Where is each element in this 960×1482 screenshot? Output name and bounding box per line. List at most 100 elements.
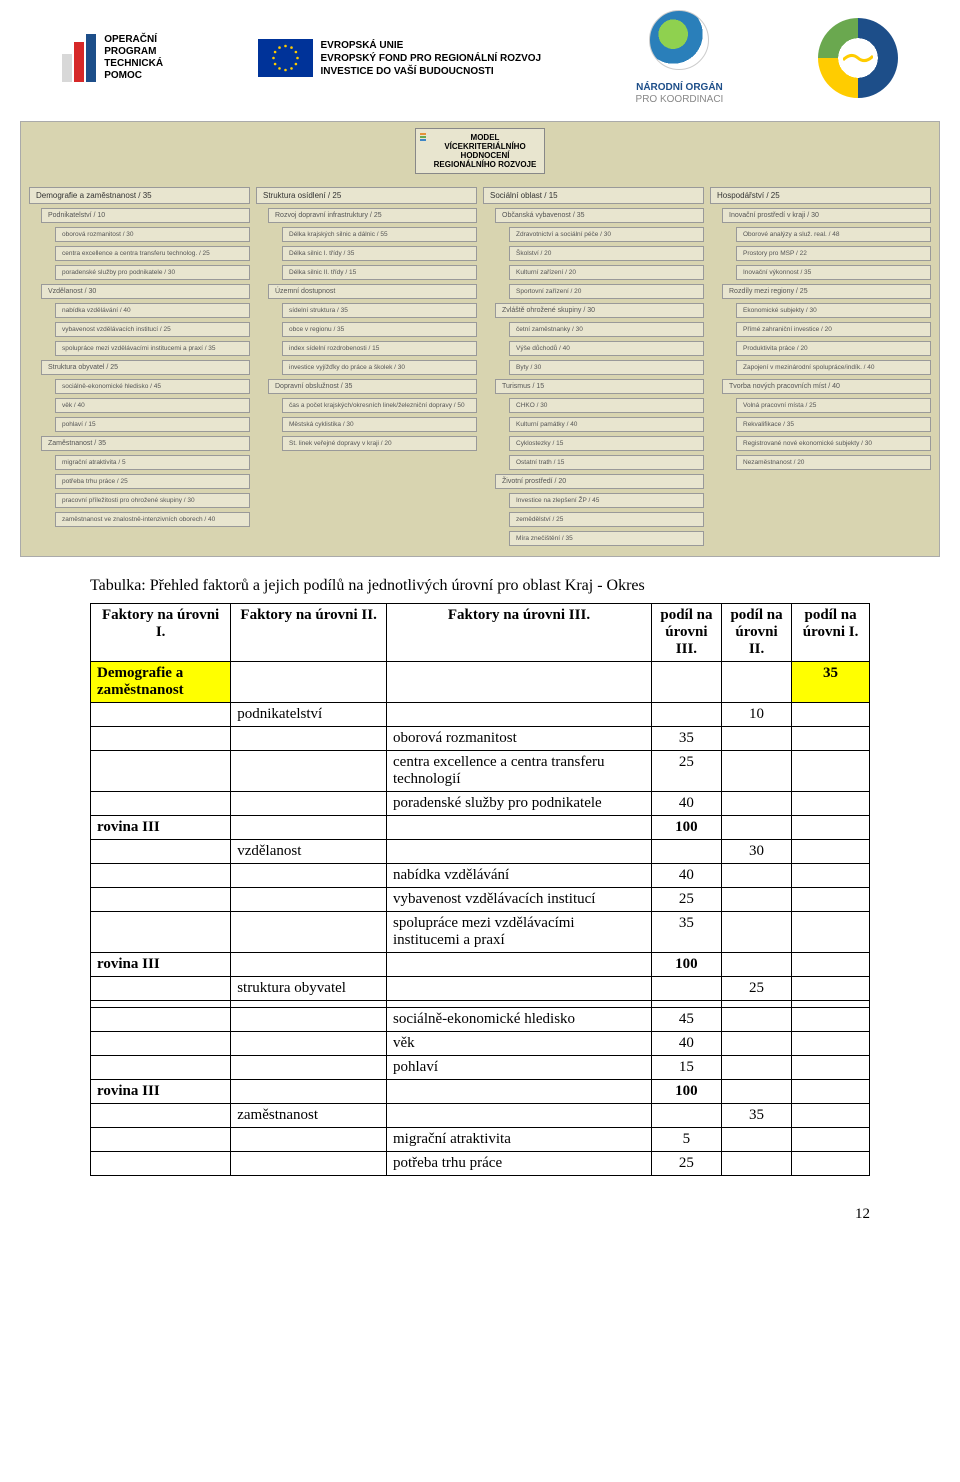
th-f1: Faktory na úrovni I.	[91, 604, 231, 662]
diagram-leaf: zaměstnanost ve znalostně-intenzivních o…	[55, 512, 250, 527]
table-row: spolupráce mezi vzdělávacími institucemi…	[91, 912, 870, 953]
diagram-leaf: Kulturní památky / 40	[509, 417, 704, 432]
diagram-leaf: Oborové analýzy a služ. real. / 48	[736, 227, 931, 242]
diagram-subgroup: Rozvoj dopravní infrastruktury / 25	[268, 208, 477, 223]
diagram-subgroup: Územní dostupnost	[268, 284, 477, 299]
th-f2: Faktory na úrovni II.	[231, 604, 387, 662]
diagram-subgroup: Inovační prostředí v kraji / 30	[722, 208, 931, 223]
logo-nok: NÁRODNÍ ORGÁN PRO KOORDINACI	[636, 10, 724, 106]
diagram-leaf: Zdravotnictví a sociální péče / 30	[509, 227, 704, 242]
table-row: zaměstnanost35	[91, 1104, 870, 1128]
diagram-leaf: obce v regionu / 35	[282, 322, 477, 337]
optp-text: OPERAČNÍ PROGRAM TECHNICKÁ POMOC	[104, 34, 163, 82]
diagram-leaf: potřeba trhu práce / 25	[55, 474, 250, 489]
diagram-leaf: Městská cyklistika / 30	[282, 417, 477, 432]
diagram-leaf: Zapojení v mezinárodní spolupráce/indík.…	[736, 360, 931, 375]
diagram-subgroup: Rozdíly mezi regiony / 25	[722, 284, 931, 299]
diagram-col-head: Demografie a zaměstnanost / 35	[29, 187, 250, 204]
diagram-leaf: Školství / 20	[509, 246, 704, 261]
diagram-leaf: Prostory pro MSP / 22	[736, 246, 931, 261]
diagram-leaf: Přímé zahraniční investice / 20	[736, 322, 931, 337]
diagram-leaf: centra excellence a centra transferu tec…	[55, 246, 250, 261]
header-logos: OPERAČNÍ PROGRAM TECHNICKÁ POMOC EVROPSK…	[0, 0, 960, 116]
table-row: rovina III100	[91, 1080, 870, 1104]
diagram-leaf: Kulturní zařízení / 20	[509, 265, 704, 280]
diagram-leaf: index sídelní rozdrobenosti / 15	[282, 341, 477, 356]
diagram-leaf: Délka silnic I. třídy / 35	[282, 246, 477, 261]
diagram-col-head: Sociální oblast / 15	[483, 187, 704, 204]
table-row: vybavenost vzdělávacích institucí25	[91, 888, 870, 912]
diagram-leaf: nabídka vzdělávání / 40	[55, 303, 250, 318]
diagram-leaf: čas a počet krajských/okresních linek/že…	[282, 398, 477, 413]
page-number: 12	[0, 1206, 870, 1223]
diagram-leaf: pracovní příležitosti pro ohrožené skupi…	[55, 493, 250, 508]
diagram-leaf: věk / 40	[55, 398, 250, 413]
diagram-subgroup: Tvorba nových pracovních míst / 40	[722, 379, 931, 394]
diagram-leaf: Produktivita práce / 20	[736, 341, 931, 356]
diagram-leaf: vybavenost vzdělávacích institucí / 25	[55, 322, 250, 337]
table-row: pohlaví15	[91, 1056, 870, 1080]
table-row: oborová rozmanitost35	[91, 727, 870, 751]
logo-optp: OPERAČNÍ PROGRAM TECHNICKÁ POMOC	[62, 34, 163, 82]
th-f3: Faktory na úrovni III.	[387, 604, 652, 662]
diagram-leaf: Délka silnic II. třídy / 15	[282, 265, 477, 280]
diagram-leaf: Délka krajských silnic a dálnic / 55	[282, 227, 477, 242]
diagram-subgroup: Občanská vybavenost / 35	[495, 208, 704, 223]
table-row: věk40	[91, 1032, 870, 1056]
diagram-leaf: Investice na zlepšení ŽP / 45	[509, 493, 704, 508]
nok-icon	[649, 10, 709, 70]
diagram-leaf: Byty / 30	[509, 360, 704, 375]
diagram-subgroup: Struktura obyvatel / 25	[41, 360, 250, 375]
diagram-leaf: Volná pracovní místa / 25	[736, 398, 931, 413]
factors-table: Faktory na úrovni I. Faktory na úrovni I…	[90, 603, 870, 1176]
diagram-leaf: sociálně-ekonomické hledisko / 45	[55, 379, 250, 394]
table-row: Demografie a zaměstnanost35	[91, 662, 870, 703]
diagram-subgroup: Turismus / 15	[495, 379, 704, 394]
table-title: Tabulka: Přehled faktorů a jejich podílů…	[90, 577, 870, 595]
diagram-root-box: MODEL VÍCEKRITERIÁLNÍHO HODNOCENÍ REGION…	[415, 128, 545, 174]
diagram-leaf: Ekonomické subjekty / 30	[736, 303, 931, 318]
diagram-leaf: oborová rozmanitost / 30	[55, 227, 250, 242]
diagram-subgroup: Zvláště ohrožené skupiny / 30	[495, 303, 704, 318]
diagram-leaf: Sportovní zařízení / 20	[509, 284, 704, 299]
table-row: migrační atraktivita5	[91, 1128, 870, 1152]
diagram-leaf: poradenské služby pro podnikatele / 30	[55, 265, 250, 280]
th-p1: podíl na úrovni I.	[792, 604, 870, 662]
diagram-subgroup: Dopravní obslužnost / 35	[268, 379, 477, 394]
table-row: rovina III100	[91, 953, 870, 977]
logo-eu: EVROPSKÁ UNIE EVROPSKÝ FOND PRO REGIONÁL…	[258, 39, 542, 78]
diagram-subgroup: Životní prostředí / 20	[495, 474, 704, 489]
th-p3: podíl na úrovni III.	[651, 604, 721, 662]
diagram-leaf: sídelní struktura / 35	[282, 303, 477, 318]
logo-mmr	[818, 18, 898, 98]
eu-text: EVROPSKÁ UNIE EVROPSKÝ FOND PRO REGIONÁL…	[321, 39, 542, 78]
diagram-leaf: Ostatní trath / 15	[509, 455, 704, 470]
diagram-leaf: St. linek veřejné dopravy v kraji / 20	[282, 436, 477, 451]
diagram-leaf: spolupráce mezi vzdělávacími institucemi…	[55, 341, 250, 356]
eu-flag-icon	[258, 39, 313, 77]
diagram-subgroup: Vzdělanost / 30	[41, 284, 250, 299]
mmr-icon	[818, 18, 898, 98]
table-row	[91, 1001, 870, 1008]
table-row: rovina III100	[91, 816, 870, 840]
optp-bars-icon	[62, 34, 96, 82]
th-p2: podíl na úrovni II.	[721, 604, 791, 662]
diagram-leaf: Nezaměstnanost / 20	[736, 455, 931, 470]
diagram-leaf: Cyklostezky / 15	[509, 436, 704, 451]
diagram-leaf: pohlaví / 15	[55, 417, 250, 432]
diagram-leaf: investice vyjížďky do práce a školek / 3…	[282, 360, 477, 375]
diagram-leaf: četní zaměstnanky / 30	[509, 322, 704, 337]
diagram-subgroup: Podnikatelství / 10	[41, 208, 250, 223]
nok-text: NÁRODNÍ ORGÁN PRO KOORDINACI	[636, 82, 724, 106]
diagram-leaf: Rekvalifikace / 35	[736, 417, 931, 432]
diagram-leaf: Míra znečištění / 35	[509, 531, 704, 546]
diagram-leaf: CHKO / 30	[509, 398, 704, 413]
table-row: nabídka vzdělávání40	[91, 864, 870, 888]
diagram-col-head: Hospodářství / 25	[710, 187, 931, 204]
table-row: poradenské služby pro podnikatele40	[91, 792, 870, 816]
diagram-leaf: Výše důchodů / 40	[509, 341, 704, 356]
table-row: potřeba trhu práce25	[91, 1152, 870, 1176]
diagram-root-label: MODEL VÍCEKRITERIÁLNÍHO HODNOCENÍ REGION…	[430, 133, 540, 169]
diagram-leaf: zemědělství / 25	[509, 512, 704, 527]
diagram-subgroup: Zaměstnanost / 35	[41, 436, 250, 451]
